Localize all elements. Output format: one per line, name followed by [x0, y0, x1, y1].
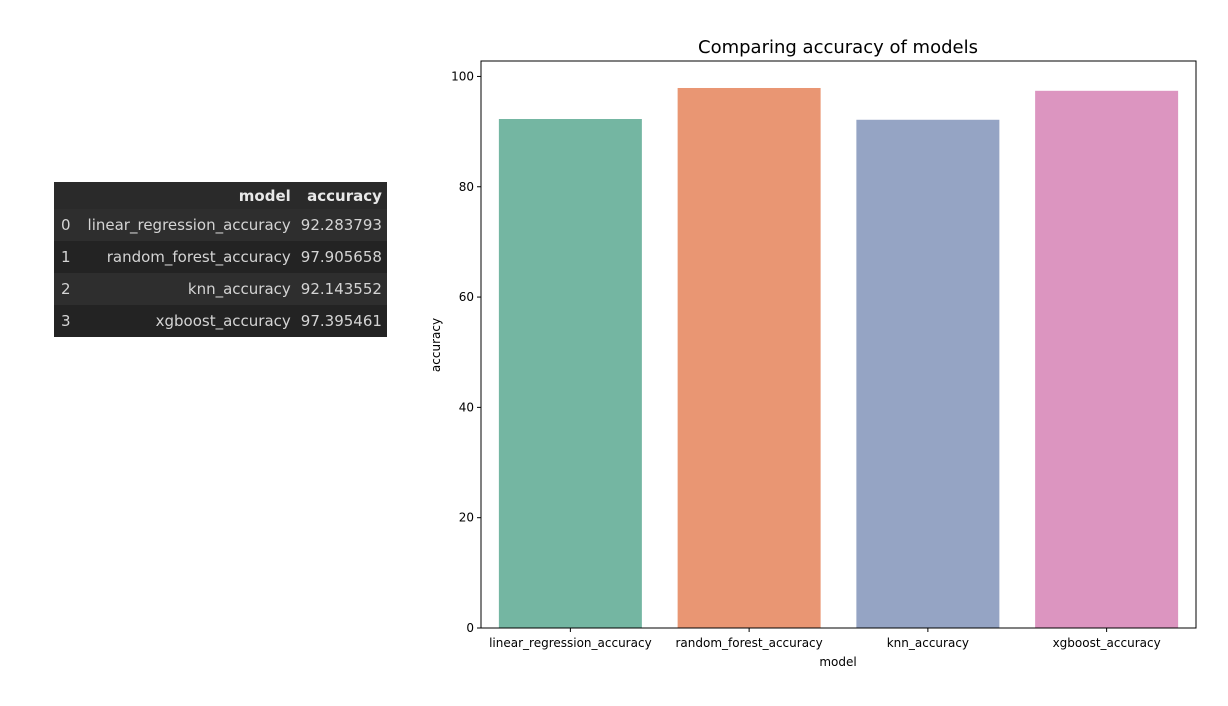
accuracy-header: accuracy [307, 186, 382, 205]
row-model: linear_regression_accuracy [82, 209, 296, 241]
x-axis: linear_regression_accuracy random_forest_… [489, 628, 1161, 650]
row-model: xgboost_accuracy [82, 305, 296, 337]
bars-group [498, 87, 1179, 629]
dataframe-table: model accuracy 0 linear_regression_accur… [54, 182, 387, 337]
bar-chart: Comparing accuracy of models 0 20 40 60 80 10… [429, 37, 1197, 669]
row-index: 3 [54, 305, 83, 337]
y-tick-label: 60 [459, 290, 474, 304]
row-accuracy: 97.905658 [295, 241, 387, 273]
chart-title: Comparing accuracy of models [698, 37, 978, 58]
x-tick-label: xgboost_accuracy [1053, 636, 1161, 650]
y-tick-label: 40 [459, 400, 474, 414]
row-model: random_forest_accuracy [82, 241, 296, 273]
row-accuracy: 92.143552 [295, 273, 387, 305]
table-row: 3 xgboost_accuracy 97.395461 [54, 305, 387, 337]
y-axis: 0 20 40 60 80 100 [451, 69, 481, 635]
row-index: 0 [54, 209, 83, 241]
row-accuracy: 92.283793 [295, 209, 387, 241]
y-tick-label: 20 [459, 511, 474, 525]
x-axis-label: model [819, 655, 856, 669]
y-axis-label: accuracy [429, 318, 443, 372]
y-tick-label: 0 [466, 621, 474, 635]
table-row: 1 random_forest_accuracy 97.905658 [54, 241, 387, 273]
index-header [54, 182, 83, 209]
bar-knn-accuracy [856, 119, 1000, 629]
table-row: 0 linear_regression_accuracy 92.283793 [54, 209, 387, 241]
row-model: knn_accuracy [82, 273, 296, 305]
row-index: 1 [54, 241, 83, 273]
bar-xgboost-accuracy [1035, 90, 1179, 628]
x-tick-label: random_forest_accuracy [675, 636, 822, 650]
y-tick-label: 80 [459, 180, 474, 194]
model-header: model [238, 186, 291, 205]
bar-random-forest-accuracy [677, 87, 821, 628]
x-tick-label: knn_accuracy [887, 636, 969, 650]
table-header-row: model accuracy [54, 182, 387, 209]
table-row: 2 knn_accuracy 92.143552 [54, 273, 387, 305]
row-index: 2 [54, 273, 83, 305]
plot-frame [480, 60, 1197, 629]
row-accuracy: 97.395461 [295, 305, 387, 337]
x-tick-label: linear_regression_accuracy [489, 636, 652, 650]
bar-linear-regression-accuracy [498, 119, 642, 629]
y-tick-label: 100 [451, 69, 474, 83]
